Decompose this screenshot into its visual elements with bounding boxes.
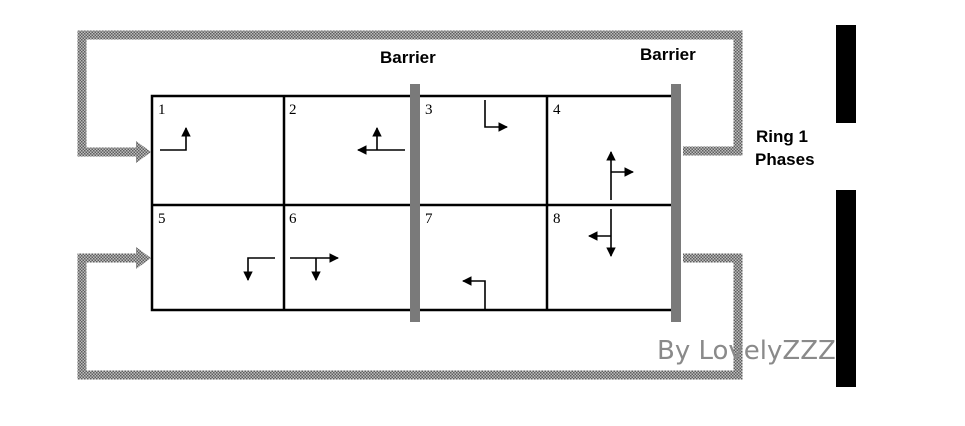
phase-number-2: 2 <box>289 102 297 118</box>
upper-loop-arrowhead <box>136 141 151 163</box>
phase-5-left-turn-arrow <box>243 257 275 281</box>
barrier-line-1 <box>410 84 420 322</box>
phase-number-5: 5 <box>158 211 166 227</box>
phase-number-7: 7 <box>425 211 433 227</box>
ring-loop-arrows <box>77 30 743 380</box>
side-bar-bottom <box>836 190 856 387</box>
phase-number-3: 3 <box>425 102 433 118</box>
phase-3-left-turn-arrow <box>484 100 508 132</box>
phase-1-left-turn-arrow <box>160 127 191 151</box>
phase-number-1: 1 <box>158 102 166 118</box>
barrier-label-1: Barrier <box>380 48 436 67</box>
barrier-label-2: Barrier <box>640 45 696 64</box>
ring-label-line-2: Phases <box>755 150 815 169</box>
phase-number-6: 6 <box>289 211 297 227</box>
ring-label-line-1: Ring 1 <box>756 127 808 146</box>
phase-number-8: 8 <box>553 211 561 227</box>
side-bar-top <box>836 25 856 123</box>
lower-loop-arrowhead <box>136 247 151 269</box>
upper-loop-arrow <box>77 30 743 157</box>
watermark: By LovelyZZZ <box>657 336 836 366</box>
barrier-line-2 <box>671 84 681 322</box>
phase-number-4: 4 <box>553 102 561 118</box>
lower-loop-arrow <box>77 253 743 380</box>
phase-7-left-turn-arrow <box>462 276 486 309</box>
